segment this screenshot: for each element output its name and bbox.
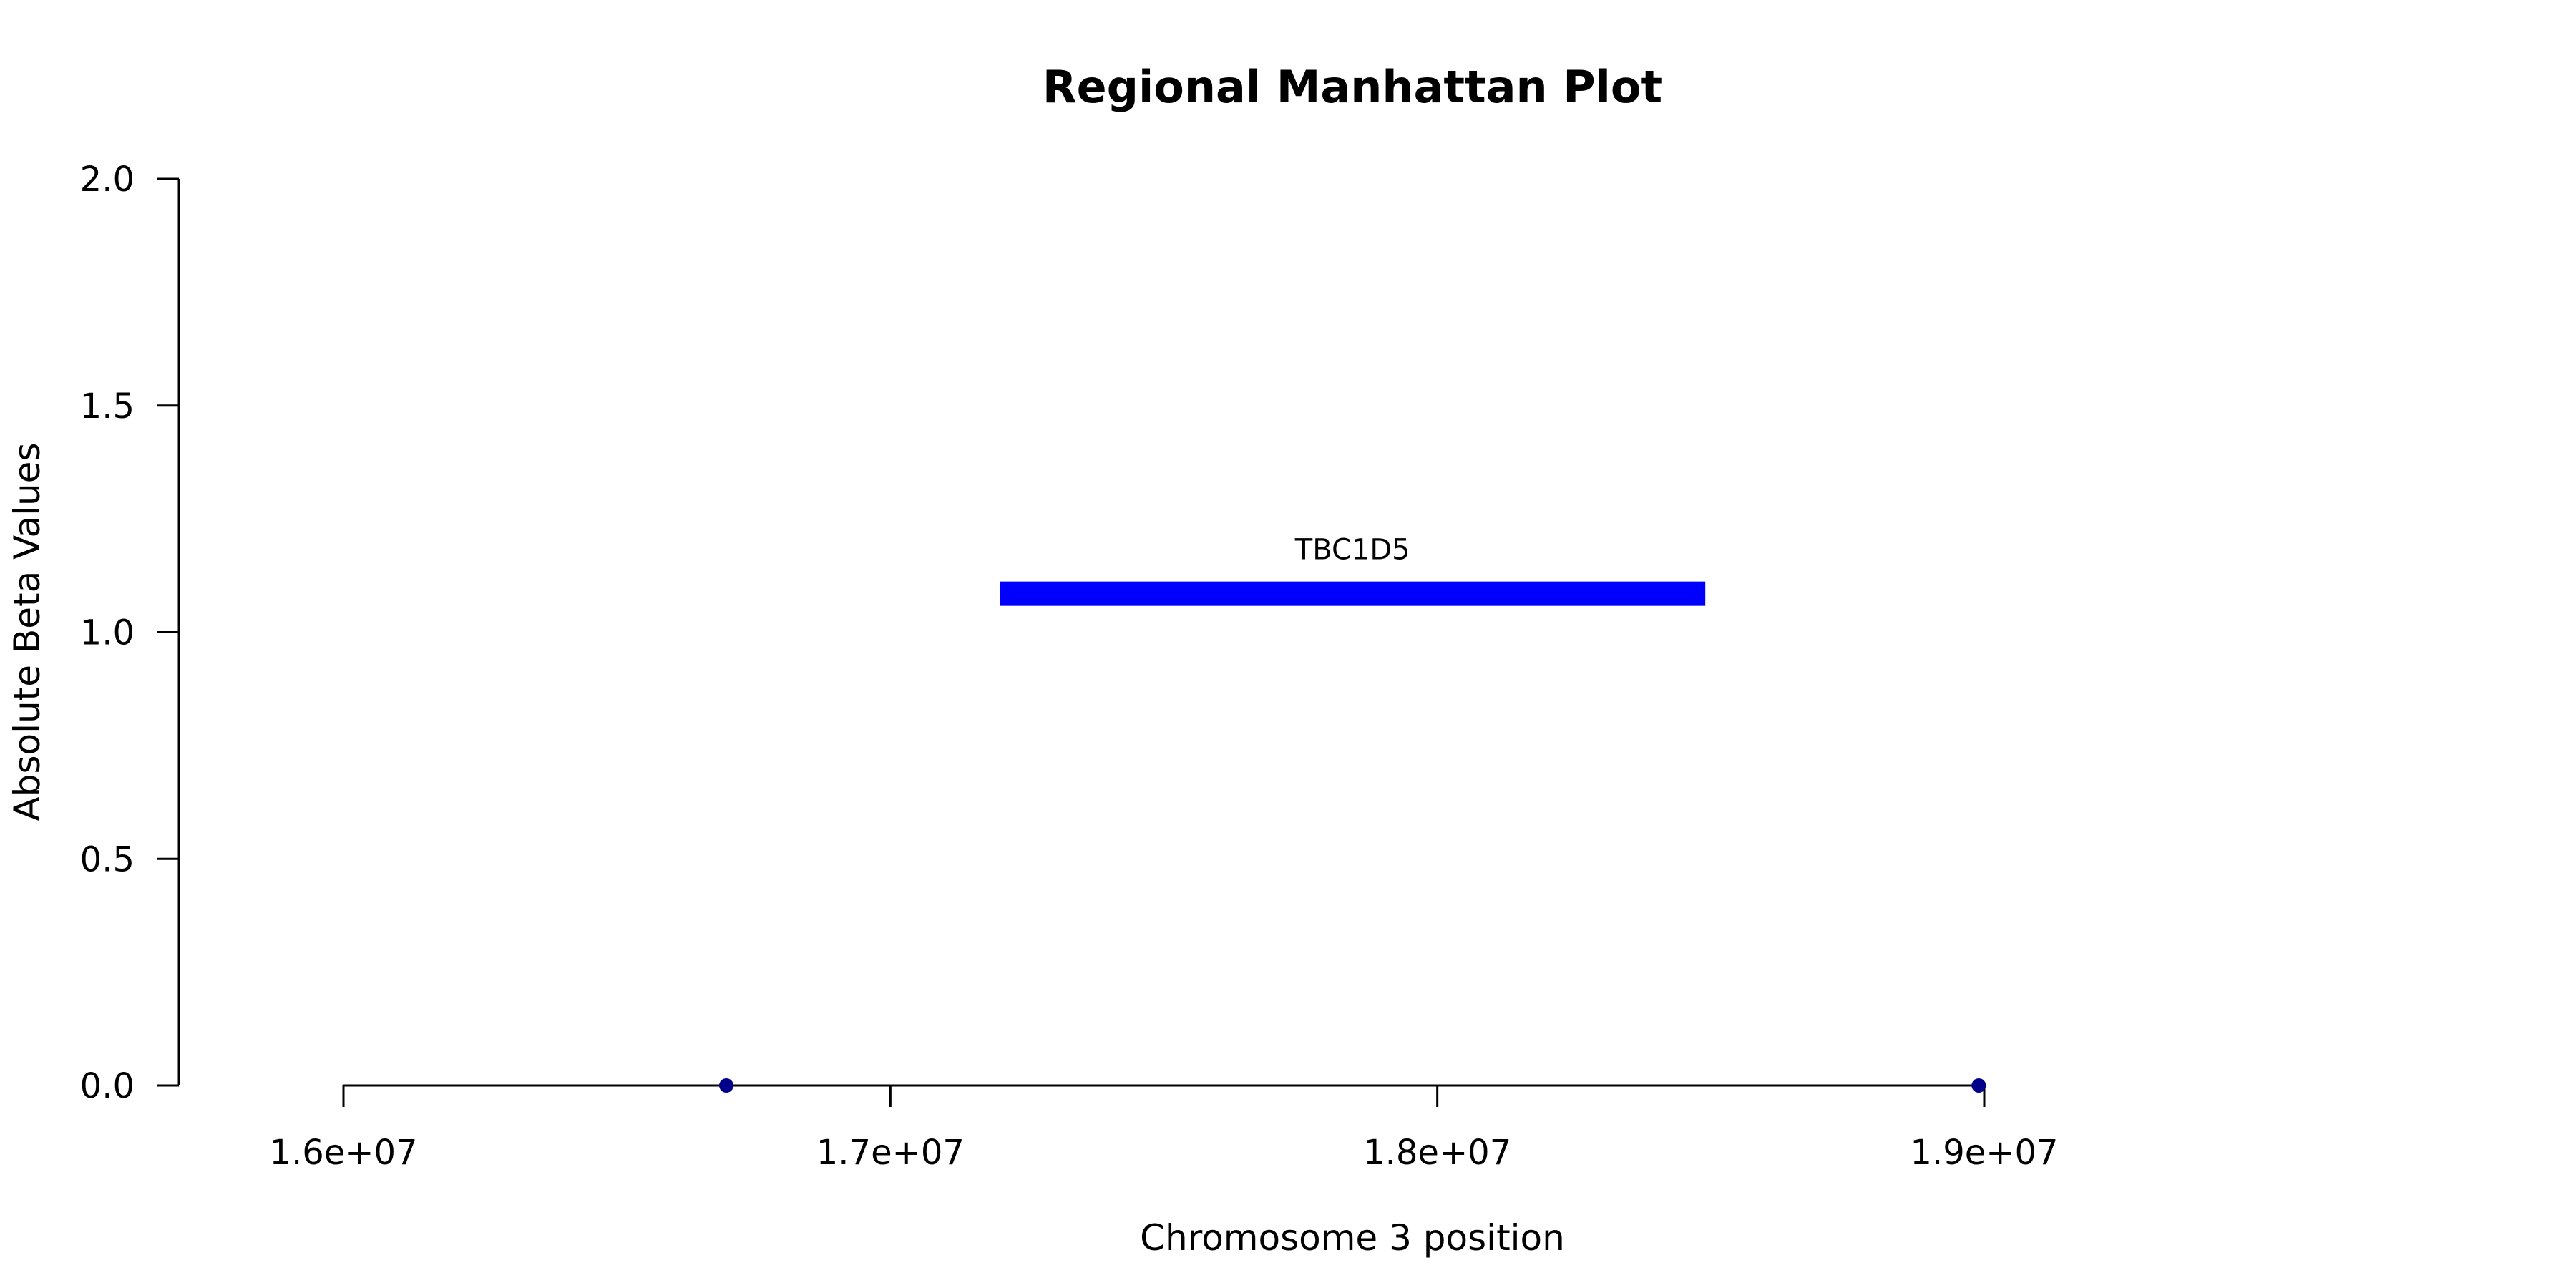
gene-label: TBC1D5 bbox=[1294, 534, 1410, 567]
data-point bbox=[719, 1078, 734, 1093]
y-tick-label: 0.0 bbox=[80, 1066, 135, 1106]
y-tick-label: 2.0 bbox=[80, 160, 135, 200]
x-tick-label: 1.6e+07 bbox=[269, 1133, 417, 1173]
y-axis-ticks: 0.0 0.5 1.0 1.5 2.0 bbox=[80, 160, 179, 1106]
gene-bar bbox=[1000, 581, 1706, 606]
x-tick-label: 1.9e+07 bbox=[1910, 1133, 2058, 1173]
x-tick-label: 1.7e+07 bbox=[816, 1133, 965, 1173]
x-axis-ticks: 1.6e+07 1.7e+07 1.8e+07 1.9e+07 bbox=[269, 1085, 2059, 1173]
chart-title: Regional Manhattan Plot bbox=[1043, 61, 1662, 113]
data-point bbox=[1971, 1078, 1986, 1093]
y-tick-label: 0.5 bbox=[80, 839, 135, 879]
data-points bbox=[719, 1078, 1986, 1093]
x-tick-label: 1.8e+07 bbox=[1363, 1133, 1511, 1173]
y-tick-label: 1.5 bbox=[80, 386, 135, 426]
y-tick-label: 1.0 bbox=[80, 613, 135, 653]
gene-track: TBC1D5 bbox=[1000, 534, 1706, 606]
y-axis-label: Absolute Beta Values bbox=[6, 443, 48, 821]
x-axis-label: Chromosome 3 position bbox=[1140, 1217, 1565, 1259]
